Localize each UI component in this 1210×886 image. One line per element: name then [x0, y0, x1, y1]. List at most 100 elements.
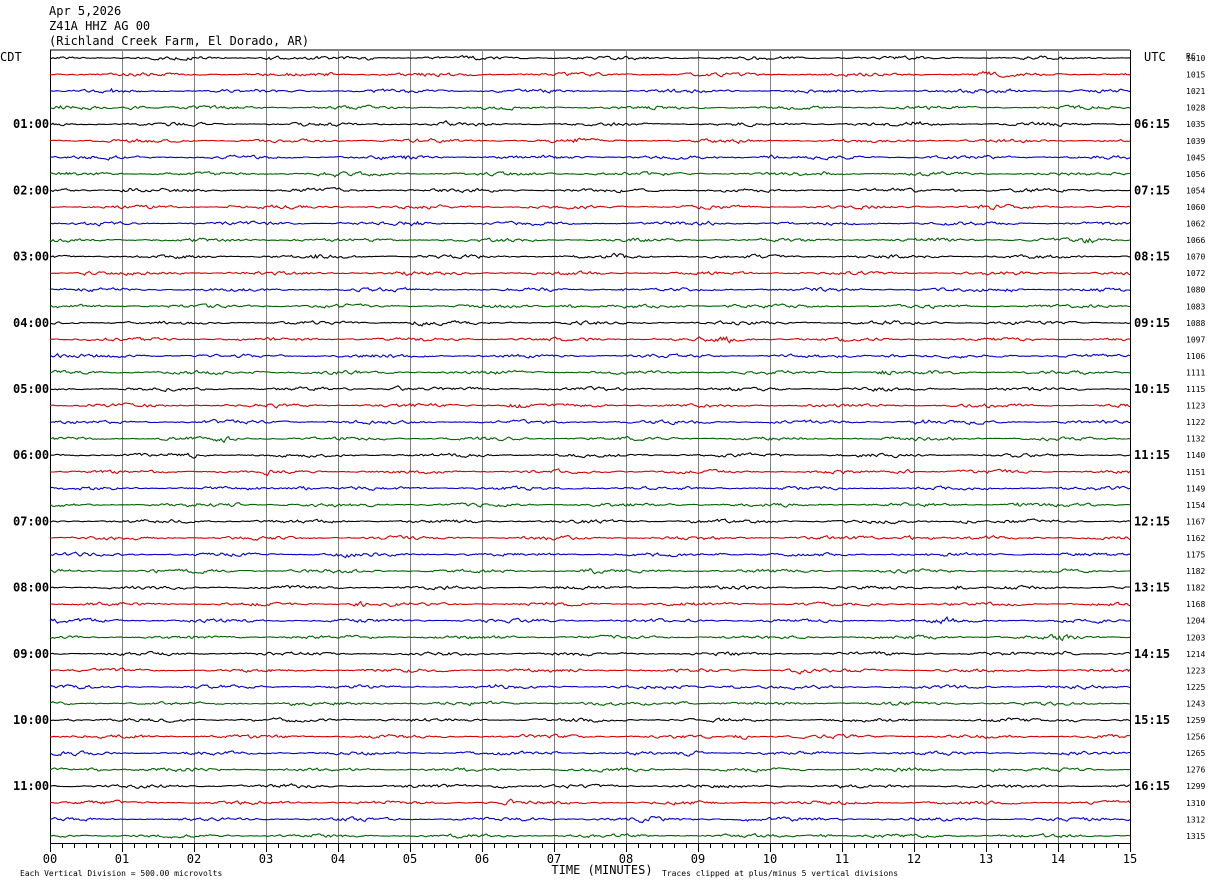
trace-line [49, 170, 1130, 178]
trace-line [49, 418, 1131, 426]
rc-value: 1083 [1186, 302, 1205, 311]
trace-line [49, 783, 1131, 789]
trace-line [49, 616, 1131, 625]
rc-value: 1115 [1186, 385, 1205, 394]
trace-line [49, 600, 1131, 608]
rc-value: 1154 [1186, 501, 1205, 510]
rc-value: 1060 [1186, 203, 1205, 212]
utc-hour-label: 06:15 [1134, 117, 1170, 131]
x-tick-label: 00 [43, 852, 57, 866]
trace-line [49, 303, 1131, 310]
rc-value: 1256 [1186, 733, 1205, 742]
trace-line [49, 270, 1131, 277]
trace-line [49, 237, 1131, 244]
x-tick-label: 09 [691, 852, 705, 866]
trace-line [49, 815, 1131, 824]
utc-hour-label: 13:15 [1134, 581, 1170, 595]
rc-value: 1276 [1186, 766, 1205, 775]
rc-value: 1168 [1186, 600, 1205, 609]
rc-value: 1054 [1186, 186, 1205, 195]
rc-value: 1028 [1186, 104, 1205, 113]
x-tick-label: 13 [979, 852, 993, 866]
rc-value: 1225 [1186, 683, 1205, 692]
trace-line [50, 369, 1131, 376]
trace-line [49, 154, 1131, 161]
rc-value: 1035 [1186, 120, 1205, 129]
trace-line [49, 633, 1130, 642]
rc-value: 1182 [1186, 567, 1205, 576]
label-layer: CDT UTC RC 01:00 02:00 03:00 04:00 05:00 06:00 07… [0, 50, 1205, 878]
cdt-hour-label: 06:00 [13, 448, 49, 462]
header-location: (Richland Creek Farm, El Dorado, AR) [49, 34, 310, 48]
utc-hour-label: 12:15 [1134, 514, 1170, 528]
utc-hour-label: 11:15 [1134, 448, 1170, 462]
utc-hour-label: 16:15 [1134, 779, 1170, 793]
rc-value: 1162 [1186, 534, 1205, 543]
x-tick-label: 12 [907, 852, 921, 866]
trace-line [49, 683, 1131, 691]
trace-line [49, 320, 1131, 327]
cdt-hour-label: 03:00 [13, 250, 49, 264]
x-tick-label: 11 [835, 852, 849, 866]
x-axis-title: TIME (MINUTES) [551, 863, 652, 877]
trace-line [49, 87, 1131, 94]
scale-note: Each Vertical Division = 500.00 microvol… [20, 869, 222, 878]
trace-line [49, 252, 1131, 260]
utc-hour-label: 15:15 [1134, 713, 1170, 727]
cdt-axis-title: CDT [0, 50, 22, 64]
rc-value: 1175 [1186, 551, 1205, 560]
trace-line [49, 551, 1131, 559]
rc-value: 1122 [1186, 418, 1205, 427]
trace-line [49, 187, 1131, 194]
trace-line [49, 70, 1131, 78]
trace-line [49, 120, 1130, 128]
rc-value: 1010 [1186, 54, 1205, 63]
trace-line [49, 435, 1131, 444]
cdt-hour-label: 04:00 [13, 316, 49, 330]
x-tick-label: 14 [1051, 852, 1065, 866]
rc-value: 1315 [1186, 832, 1205, 841]
trace-line [49, 104, 1131, 111]
trace-line [49, 700, 1131, 707]
cdt-hour-label: 01:00 [13, 117, 49, 131]
trace-line [49, 502, 1131, 508]
rc-value: 1056 [1186, 170, 1205, 179]
x-tick-label: 08 [619, 852, 633, 866]
trace-line [49, 485, 1131, 492]
trace-layer [49, 54, 1131, 839]
cdt-hour-label: 02:00 [13, 183, 49, 197]
trace-line [49, 584, 1130, 591]
trace-line [49, 203, 1131, 211]
trace-line [49, 567, 1130, 575]
rc-value: 1123 [1186, 402, 1205, 411]
utc-hour-label: 09:15 [1134, 316, 1170, 330]
trace-line [49, 468, 1131, 477]
grid-layer [50, 49, 1131, 852]
x-tick-label: 02 [187, 852, 201, 866]
cdt-hour-label: 09:00 [13, 647, 49, 661]
rc-value: 1182 [1186, 584, 1205, 593]
rc-value: 1072 [1186, 269, 1205, 278]
clip-note: Traces clipped at plus/minus 5 vertical … [662, 869, 898, 878]
trace-line [49, 402, 1131, 409]
rc-value: 1132 [1186, 435, 1205, 444]
x-tick-label: 10 [763, 852, 777, 866]
rc-value: 1066 [1186, 236, 1205, 245]
utc-hour-label: 07:15 [1134, 183, 1170, 197]
rc-value: 1167 [1186, 517, 1205, 526]
x-tick-label: 01 [115, 852, 129, 866]
rc-value: 1088 [1186, 319, 1205, 328]
trace-line [49, 717, 1131, 723]
rc-value: 1243 [1186, 699, 1205, 708]
rc-value: 1111 [1186, 368, 1205, 377]
trace-line [49, 286, 1131, 293]
rc-value: 1021 [1186, 87, 1205, 96]
utc-hour-label: 14:15 [1134, 647, 1170, 661]
header-date: Apr 5,2026 [49, 4, 122, 18]
rc-value: 1045 [1186, 153, 1205, 162]
cdt-hour-label: 05:00 [13, 382, 49, 396]
rc-value: 1151 [1186, 468, 1205, 477]
rc-value: 1312 [1186, 815, 1205, 824]
cdt-hour-label: 08:00 [13, 581, 49, 595]
rc-value: 1259 [1186, 716, 1205, 725]
